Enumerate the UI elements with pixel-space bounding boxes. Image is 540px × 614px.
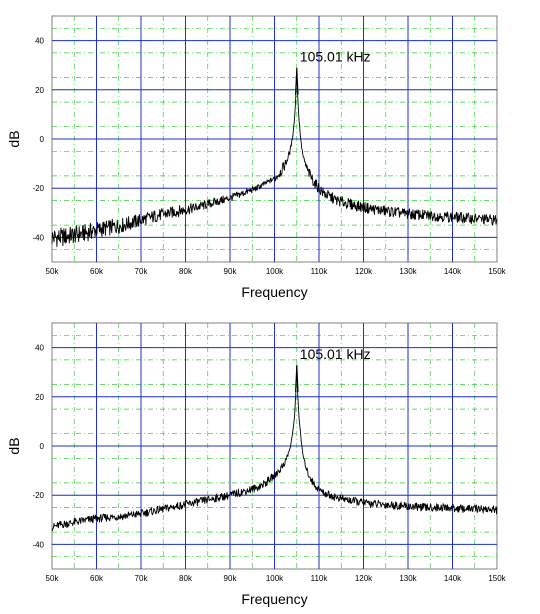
y-tick-label: 20 (35, 86, 44, 95)
y-tick-label: 40 (35, 344, 44, 353)
chart-bottom: 50k 60k 70k 80k 90k 100k 110k 120k 130k 140k 150k 4… (0, 307, 540, 614)
x-tick-label: 130k (399, 574, 417, 583)
x-tick-label: 110k (311, 267, 329, 276)
x-tick-label: 100k (266, 267, 284, 276)
x-tick-label: 70k (135, 267, 149, 276)
x-tick-label: 100k (266, 574, 284, 583)
x-tick-label: 80k (179, 267, 193, 276)
y-axis-title: dB (6, 130, 22, 147)
spectrum-peak (295, 364, 299, 392)
x-tick-label: 60k (90, 267, 104, 276)
x-tick-label: 80k (179, 574, 193, 583)
x-tick-label: 50k (46, 267, 60, 276)
spectrum-peak (295, 67, 299, 95)
peak-annotation: 105.01 kHz (300, 346, 371, 362)
peak-annotation: 105.01 kHz (300, 49, 371, 65)
y-tick-label: -20 (32, 184, 44, 193)
y-tick-label: 20 (35, 393, 44, 402)
y-tick-label: -40 (32, 233, 44, 242)
y-tick-label: -20 (32, 491, 44, 500)
x-tick-label: 50k (46, 574, 60, 583)
chart-bottom-svg: 50k 60k 70k 80k 90k 100k 110k 120k 130k 140k 150k 4… (6, 322, 507, 607)
x-tick-label: 70k (135, 574, 149, 583)
x-axis-title: Frequency (241, 284, 307, 300)
spectrum-trace (51, 365, 498, 532)
x-tick-label: 120k (355, 267, 373, 276)
x-tick-label: 130k (399, 267, 417, 276)
x-tick-label: 140k (444, 267, 462, 276)
spectrum-trace (51, 68, 498, 248)
y-tick-label: 0 (40, 442, 45, 451)
x-tick-label: 150k (488, 574, 506, 583)
y-tick-label: -40 (32, 540, 44, 549)
x-tick-label: 140k (444, 574, 462, 583)
chart-top-svg: 50k 60k 70k 80k 90k 100k 110k 120k 130k 140k 150k 4… (6, 15, 507, 300)
x-tick-label: 110k (311, 574, 329, 583)
y-tick-label: 40 (35, 37, 44, 46)
y-axis-title: dB (6, 437, 22, 454)
x-tick-label: 90k (224, 574, 238, 583)
x-tick-label: 150k (488, 267, 506, 276)
y-tick-label: 0 (40, 135, 45, 144)
x-tick-label: 90k (224, 267, 238, 276)
x-axis-title: Frequency (241, 591, 307, 607)
x-tick-label: 120k (355, 574, 373, 583)
chart-top: 50k 60k 70k 80k 90k 100k 110k 120k 130k 140k 150k 4… (6, 15, 507, 300)
x-tick-label: 60k (90, 574, 104, 583)
